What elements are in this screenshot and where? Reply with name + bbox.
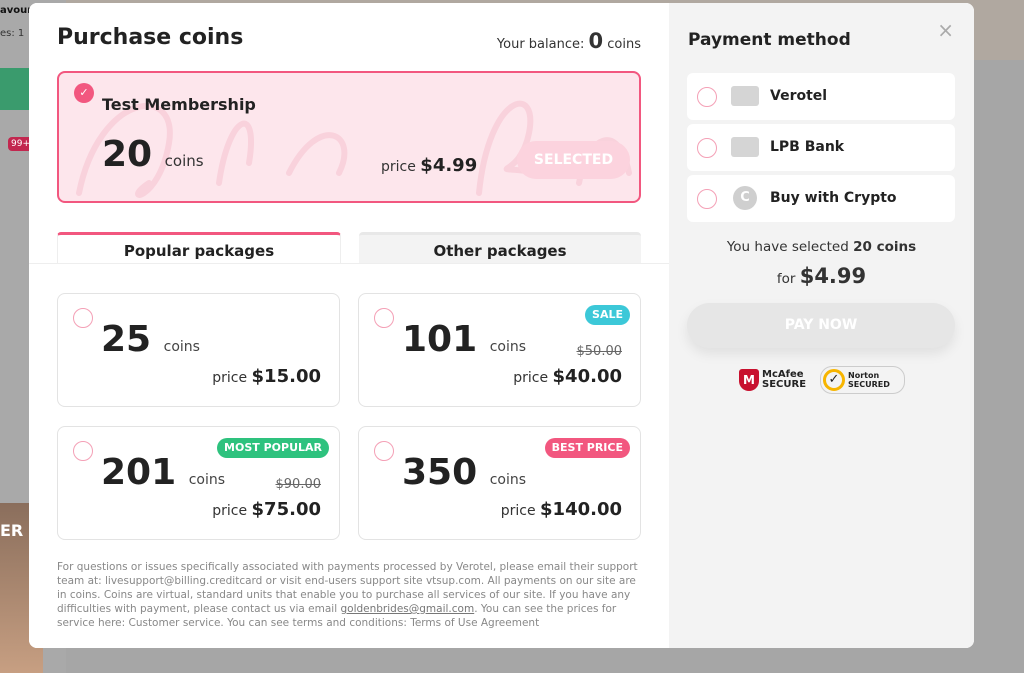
package-card-25[interactable]: 25 coins price $15.00 (57, 293, 340, 407)
card-icon (731, 86, 759, 106)
coins-unit: coins (489, 472, 527, 488)
coins-value: 101 (402, 319, 478, 360)
price-value: $4.99 (420, 155, 478, 176)
balance-unit: coins (607, 37, 641, 52)
featured-coins: 20 coins (102, 135, 204, 181)
featured-price: price $4.99 (381, 155, 477, 178)
package-tabs: Popular packages Other packages (57, 232, 641, 264)
balance: Your balance: 0 coins (497, 29, 641, 53)
price-label: price (212, 503, 248, 519)
package-radio[interactable] (73, 308, 93, 328)
background-green-button (0, 68, 30, 110)
payment-disclaimer: For questions or issues specifically ass… (57, 560, 647, 630)
package-price: price $75.00 (212, 499, 321, 522)
payment-option-verotel[interactable]: Verotel (687, 73, 955, 120)
package-coins: 101 coins (402, 320, 526, 367)
check-icon: ✓ (74, 83, 94, 103)
package-card-101[interactable]: SALE 101 coins $50.00 price $40.00 (358, 293, 641, 407)
mcafee-shield-icon: M (739, 369, 759, 391)
tab-divider (29, 263, 669, 264)
balance-label: Your balance: (496, 37, 585, 52)
package-price: price $140.00 (501, 499, 622, 522)
payment-radio[interactable] (697, 189, 717, 209)
payment-radio[interactable] (697, 87, 717, 107)
card-icon (731, 137, 759, 157)
likes-count: es: 1 (0, 28, 25, 39)
coins-unit: coins (489, 339, 527, 355)
payment-radio[interactable] (697, 138, 717, 158)
price-label: price (513, 370, 549, 386)
package-coins: 350 coins (402, 453, 526, 500)
selection-summary: You have selected 20 coins (669, 239, 974, 255)
disclaimer-text: For questions or issues specifically ass… (57, 561, 638, 615)
package-coins: 25 coins (101, 320, 200, 367)
pay-now-button[interactable]: PAY NOW (687, 303, 955, 348)
payment-panel: × Payment method Verotel LPB Bank C Buy … (669, 3, 974, 648)
price-label: price (500, 503, 536, 519)
featured-title: Test Membership (102, 95, 256, 114)
total-price: $4.99 (799, 264, 867, 288)
old-price: $90.00 (275, 477, 322, 492)
price-value: $15.00 (251, 366, 321, 387)
close-icon[interactable]: × (937, 18, 954, 42)
payment-method-title: Payment method (688, 30, 851, 50)
watermark-logo (76, 100, 632, 198)
packages-panel: Purchase coins Your balance: 0 coins ✓ T… (29, 3, 669, 648)
price-value: $40.00 (552, 366, 622, 387)
sale-badge: SALE (585, 305, 630, 325)
favourites-label: avourit (0, 5, 41, 16)
selected-button[interactable]: SELECTED (517, 141, 630, 179)
package-card-201[interactable]: MOST POPULAR 201 coins $90.00 price $75.… (57, 426, 340, 540)
package-radio[interactable] (374, 308, 394, 328)
coins-unit: coins (163, 339, 200, 355)
price-label: price (212, 370, 248, 386)
payment-option-lpb-bank[interactable]: LPB Bank (687, 124, 955, 171)
purchase-coins-modal: Purchase coins Your balance: 0 coins ✓ T… (29, 3, 974, 648)
support-email-link[interactable]: goldenbrides@gmail.com (340, 603, 475, 615)
balance-value: 0 (588, 29, 604, 53)
coin-icon: C (733, 186, 757, 210)
coins-value: 20 (102, 134, 153, 175)
price-label: price (381, 159, 416, 175)
summary-coins: 20 coins (853, 239, 917, 255)
banner-text: ER (0, 521, 24, 540)
for-label: for (776, 271, 796, 287)
page-title: Purchase coins (57, 25, 244, 50)
payment-label: Verotel (770, 88, 828, 104)
coins-unit: coins (188, 472, 226, 488)
old-price: $50.00 (576, 344, 623, 359)
best-price-badge: BEST PRICE (544, 438, 630, 458)
mcafee-secure-seal: M McAfee SECURE (739, 369, 806, 391)
disclaimer-text-end: . You can see the prices for service her… (57, 603, 617, 629)
tab-popular-packages[interactable]: Popular packages (57, 232, 341, 264)
package-card-350[interactable]: BEST PRICE 350 coins price $140.00 (358, 426, 641, 540)
payment-label: Buy with Crypto (770, 190, 897, 206)
most-popular-badge: MOST POPULAR (217, 438, 329, 458)
package-price: price $40.00 (513, 366, 622, 389)
payment-option-crypto[interactable]: C Buy with Crypto (687, 175, 955, 222)
price-value: $140.00 (540, 499, 622, 520)
package-coins: 201 coins (101, 453, 225, 500)
tab-other-packages[interactable]: Other packages (359, 232, 641, 264)
norton-label: Norton SECURED (848, 371, 890, 389)
package-price: price $15.00 (212, 366, 321, 389)
package-radio[interactable] (374, 441, 394, 461)
security-seals: M McAfee SECURE ✓ Norton SECURED (739, 366, 905, 394)
price-value: $75.00 (251, 499, 321, 520)
mcafee-label: McAfee SECURE (762, 369, 807, 390)
featured-package[interactable]: ✓ Test Membership 20 coins price $4.99 S… (57, 71, 641, 203)
norton-secured-seal: ✓ Norton SECURED (820, 366, 905, 394)
coins-value: 350 (402, 452, 478, 493)
coins-unit: coins (164, 152, 204, 170)
payment-label: LPB Bank (770, 139, 845, 155)
coins-value: 201 (101, 452, 177, 493)
norton-check-icon: ✓ (823, 369, 845, 391)
summary-prefix: You have selected (726, 239, 849, 255)
package-radio[interactable] (73, 441, 93, 461)
selection-total: for $4.99 (669, 264, 974, 288)
coins-value: 25 (101, 319, 152, 360)
notification-badge: 99+ (8, 137, 33, 151)
